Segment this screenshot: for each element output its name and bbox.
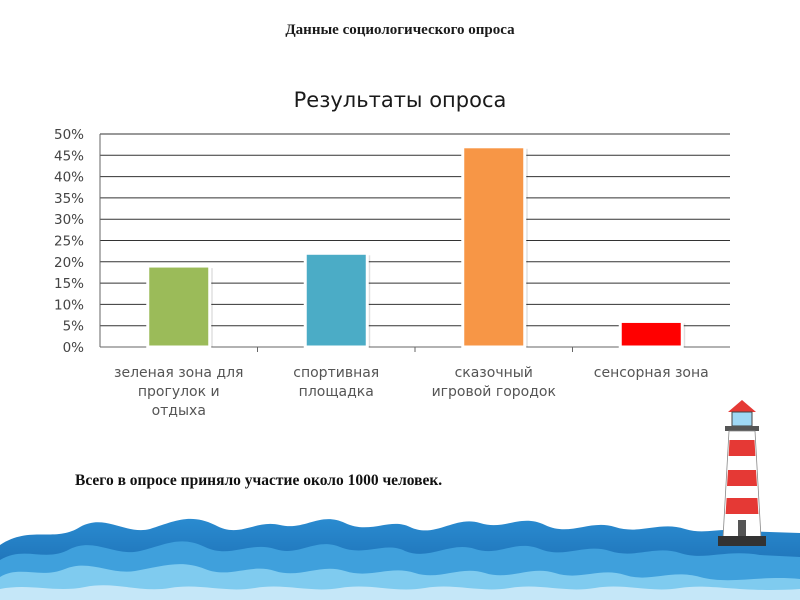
bar — [303, 251, 369, 349]
wave-foam — [0, 585, 800, 600]
bar — [146, 264, 212, 349]
y-tick-label: 45% — [54, 148, 84, 164]
lighthouse-decoration — [718, 400, 766, 546]
bar-chart: 0% 5% 10% 15% 20% 25% 30% 35% 40% 45% 50% зеленая з… — [54, 127, 730, 419]
category-label: сказочный — [455, 365, 533, 381]
lighthouse-stripe-3 — [725, 498, 759, 514]
lighthouse-base — [718, 536, 766, 546]
lighthouse-roof — [728, 400, 756, 412]
category-label: игровой городок — [432, 384, 556, 400]
bar — [618, 319, 684, 349]
lighthouse-gallery — [725, 426, 759, 431]
category-label: прогулок и — [138, 384, 220, 400]
lighthouse-stripe-1 — [728, 440, 756, 456]
chart-title: Результаты опроса — [293, 88, 507, 112]
lighthouse-lamp — [731, 411, 753, 427]
y-tick-label: 40% — [54, 170, 84, 186]
y-tick-label: 50% — [54, 127, 84, 143]
y-tick-label: 25% — [54, 234, 84, 250]
category-label: отдыха — [152, 403, 206, 419]
bar — [461, 145, 527, 349]
lighthouse-stripe-2 — [727, 470, 757, 486]
y-tick-label: 0% — [63, 340, 85, 356]
category-label: площадка — [299, 384, 374, 400]
y-tick-label: 10% — [54, 297, 84, 313]
sea-waves-decoration — [0, 518, 800, 600]
category-label: зеленая зона для — [114, 365, 243, 381]
y-tick-label: 15% — [54, 276, 84, 292]
y-tick-label: 20% — [54, 255, 84, 271]
y-tick-label: 5% — [63, 319, 85, 335]
y-tick-label: 30% — [54, 212, 84, 228]
survey-note: Всего в опросе приняло участие около 100… — [75, 472, 443, 489]
slide-title: Данные социологического опроса — [285, 22, 515, 38]
category-label: спортивная — [293, 365, 379, 381]
lighthouse-door — [738, 520, 746, 538]
category-label: сенсорная зона — [594, 365, 709, 381]
y-tick-label: 35% — [54, 191, 84, 207]
